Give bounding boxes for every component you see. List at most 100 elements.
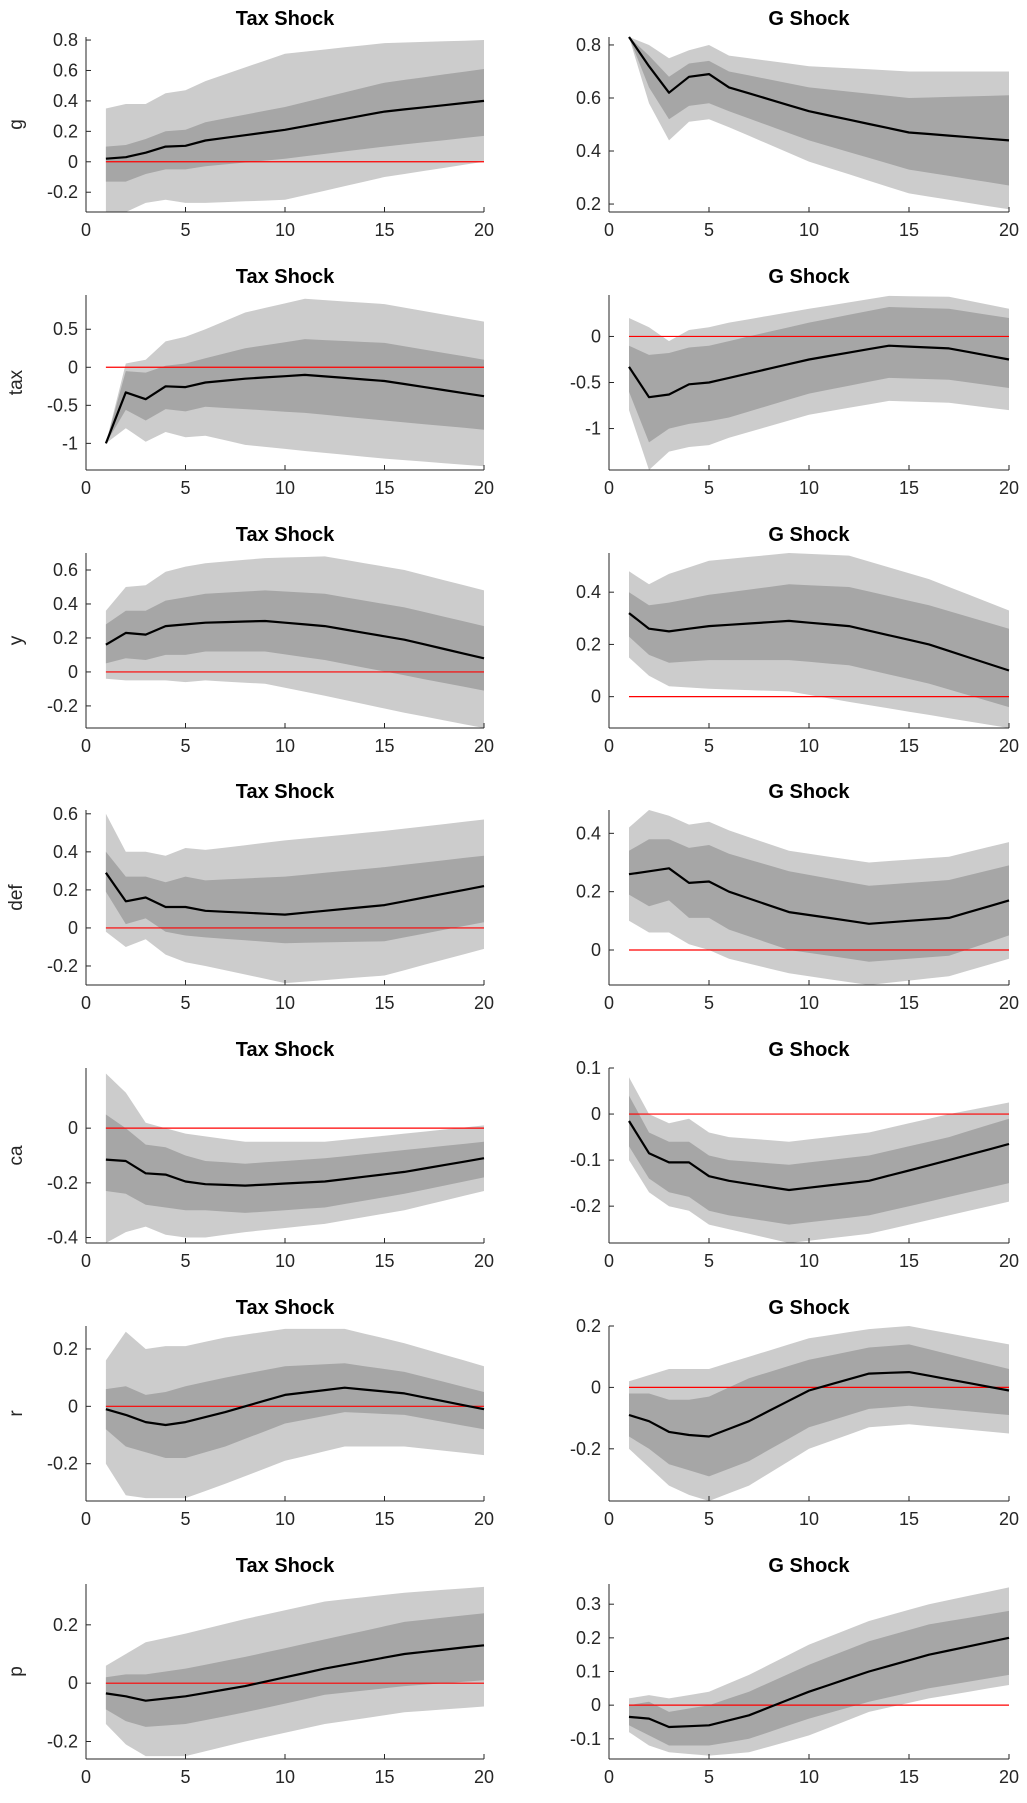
inner-confidence-band [105,339,485,444]
panel-4-0: 0 5 10 15 20 -0.4 -0.2 0 Tax Shock ca [6,1039,494,1271]
x-tick-label: 10 [799,736,819,756]
panel-title: Tax Shock [236,524,335,546]
x-tick-label: 0 [604,1251,614,1271]
x-tick-label: 0 [604,1767,614,1787]
y-tick-label: 0.6 [53,560,78,580]
x-tick-label: 0 [604,993,614,1013]
inner-confidence-band [629,1095,1009,1225]
x-tick-label: 20 [474,478,494,498]
median-response-line [105,1644,485,1702]
panel-title: G Shock [768,1039,850,1061]
panel-1-0: 0 5 10 15 20 -1 -0.5 0 0.5 Tax Shock tax [6,266,494,498]
x-tick-label: 15 [899,1509,919,1529]
x-tick-label: 10 [799,993,819,1013]
y-tick-label: 0.2 [576,634,601,654]
y-tick-label: 0.2 [576,1628,601,1648]
panel-title: Tax Shock [236,781,335,803]
median-response-line [628,1636,1010,1729]
y-tick-label: 0.2 [53,1339,78,1359]
x-tick-label: 0 [81,1767,91,1787]
x-tick-label: 0 [81,220,91,240]
y-tick-label: -0.4 [47,1228,78,1248]
y-tick-label: 0.2 [53,880,78,900]
x-tick-label: 0 [81,478,91,498]
panel-title: G Shock [768,8,850,30]
y-tick-label: 0.8 [53,30,78,50]
y-axis-label: r [6,1410,27,1417]
panel-title: Tax Shock [236,1039,335,1061]
x-tick-label: 0 [81,736,91,756]
y-tick-label: -1 [62,433,78,453]
x-tick-label: 15 [374,1767,394,1787]
y-tick-label: 0 [68,1673,78,1693]
y-tick-label: 0.4 [576,823,601,843]
x-tick-label: 5 [704,1767,714,1787]
x-tick-label: 0 [604,736,614,756]
median-response-line [628,1370,1010,1438]
x-tick-label: 5 [180,478,190,498]
panel-3-1: 0 5 10 15 20 0 0.2 0.4 G Shock [576,781,1019,1013]
x-tick-label: 20 [474,1767,494,1787]
y-tick-label: 0.5 [53,319,78,339]
panel-title: G Shock [768,781,850,803]
x-tick-label: 0 [81,993,91,1013]
x-tick-label: 20 [474,993,494,1013]
x-tick-label: 5 [704,736,714,756]
y-axis-label: def [6,884,27,911]
x-tick-label: 20 [474,1251,494,1271]
median-response-line [105,1386,485,1427]
y-axis-label: g [6,119,27,130]
x-tick-label: 10 [275,220,295,240]
median-response-line [628,36,1010,142]
y-tick-label: 0 [591,1695,601,1715]
x-tick-label: 15 [899,993,919,1013]
panel-title: Tax Shock [236,1297,335,1319]
panel-4-1: 0 5 10 15 20 -0.2 -0.1 0 0.1 G Shock [570,1039,1019,1271]
y-tick-label: -0.1 [570,1150,601,1170]
x-tick-label: 20 [474,220,494,240]
inner-confidence-band [629,1610,1009,1746]
inner-confidence-band [105,851,485,944]
y-tick-label: -0.2 [47,182,78,202]
y-tick-label: 0.3 [576,1594,601,1614]
y-tick-label: -0.2 [47,956,78,976]
y-tick-label: -0.2 [570,1439,601,1459]
x-tick-label: 20 [474,1509,494,1529]
x-tick-label: 15 [374,1251,394,1271]
y-tick-label: 0 [591,1104,601,1124]
inner-confidence-band [629,37,1009,186]
x-tick-label: 15 [899,478,919,498]
x-tick-label: 20 [999,220,1019,240]
x-tick-label: 5 [180,736,190,756]
median-response-line [104,373,485,444]
x-tick-label: 15 [374,220,394,240]
x-tick-label: 15 [374,1509,394,1529]
y-tick-label: 0.6 [53,60,78,80]
y-axis-label: tax [6,369,27,395]
x-tick-label: 5 [704,478,714,498]
inner-confidence-band [105,1613,485,1727]
x-tick-label: 10 [799,1251,819,1271]
median-response-line [628,867,1010,925]
x-tick-label: 10 [799,1509,819,1529]
y-tick-label: 0.6 [53,804,78,824]
y-tick-label: 0 [68,918,78,938]
y-tick-label: -0.2 [47,1732,78,1752]
y-tick-label: 0 [591,940,601,960]
x-tick-label: 0 [604,478,614,498]
x-tick-label: 5 [180,1509,190,1529]
inner-confidence-band [105,69,485,182]
inner-confidence-band [629,839,1009,962]
panel-2-1: 0 5 10 15 20 0 0.2 0.4 G Shock [576,524,1019,756]
x-tick-label: 5 [180,1251,190,1271]
y-tick-label: -0.5 [570,373,601,393]
x-tick-label: 20 [999,993,1019,1013]
x-tick-label: 20 [999,736,1019,756]
y-tick-label: -0.1 [570,1729,601,1749]
y-tick-label: 0.2 [53,121,78,141]
y-axis-label: y [6,635,27,645]
